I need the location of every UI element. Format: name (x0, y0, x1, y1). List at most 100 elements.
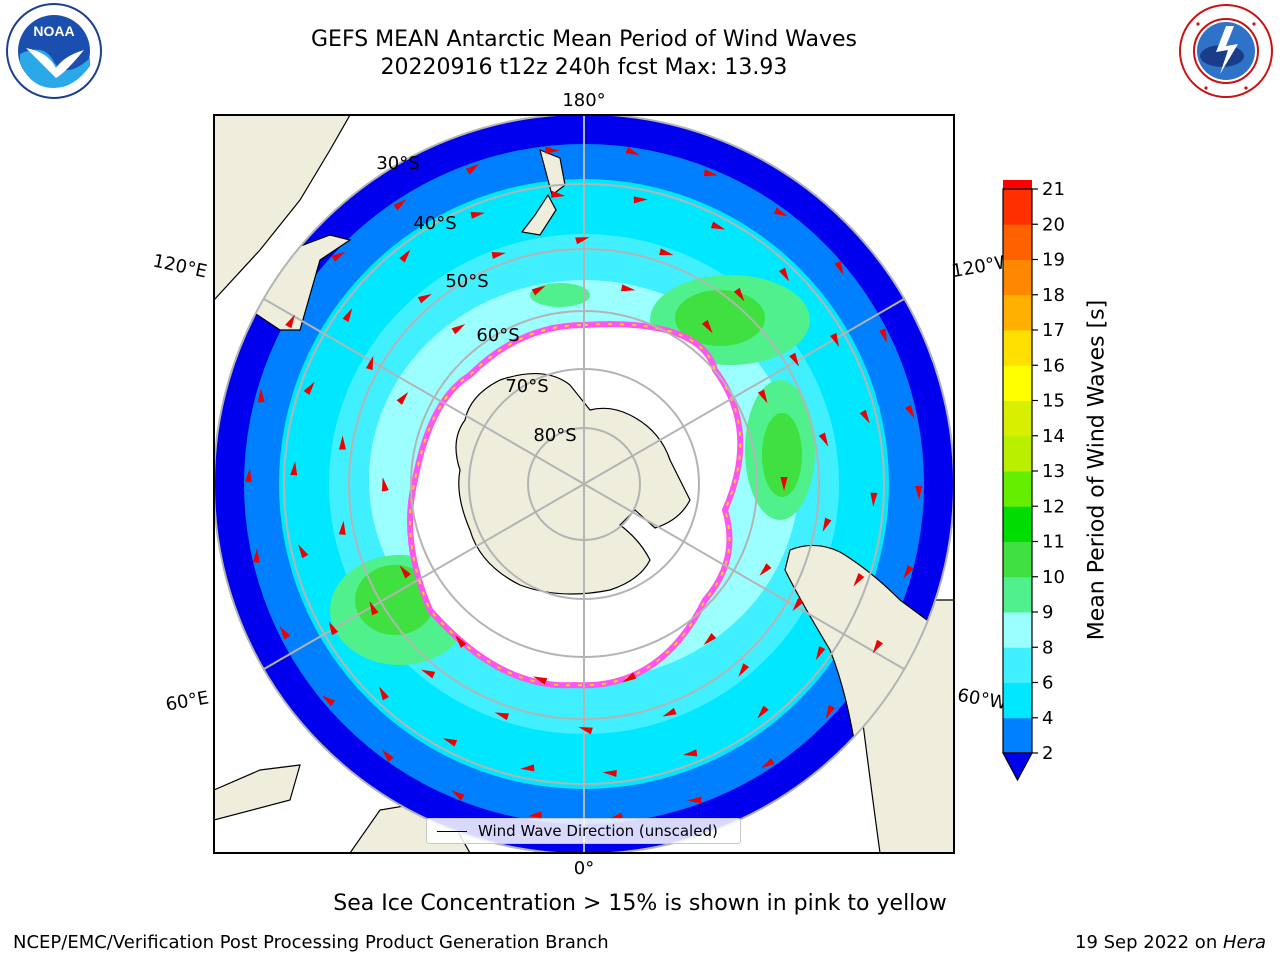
wind-wave-arrow-icon (879, 328, 887, 343)
colorbar-band (1003, 330, 1032, 366)
wind-wave-arrow-icon (733, 287, 745, 302)
noaa-logo-text: NOAA (33, 23, 74, 39)
wind-wave-arrow-icon (608, 812, 624, 820)
nws-logo-icon (1179, 4, 1273, 98)
footer-host: Hera (1222, 932, 1266, 953)
wind-wave-arrow-icon (815, 645, 826, 661)
wind-wave-arrow-icon (257, 388, 265, 403)
wind-wave-arrow-icon (399, 565, 411, 579)
wind-wave-arrow-icon (575, 237, 590, 245)
wind-wave-arrow-icon (290, 461, 298, 476)
wind-wave-arrow-icon (399, 249, 411, 263)
lat-label-80s: 80°S (533, 425, 576, 446)
colorbar-band (1003, 717, 1032, 754)
wind-wave-arrow-icon (303, 381, 315, 396)
wind-wave-arrow-icon (703, 633, 717, 646)
colorbar-band (1003, 576, 1032, 613)
wind-wave-arrow-icon (710, 221, 726, 230)
legend-line-icon (437, 831, 467, 832)
wind-wave-arrow-icon (662, 707, 677, 717)
land-antarctica (455, 372, 691, 595)
wind-wave-arrow-icon (687, 796, 702, 804)
colorbar-tick-label: 8 (1042, 637, 1053, 658)
colorbar-tick-label: 11 (1042, 532, 1065, 553)
wind-wave-arrow-icon (321, 695, 336, 707)
wind-wave-arrow-icon (465, 163, 480, 175)
wind-wave-arrow-icon (822, 517, 832, 532)
wind-wave-arrow-icon (701, 319, 713, 334)
colorbar-band (1003, 647, 1032, 683)
colorbar-band (1003, 365, 1032, 401)
colorbar-extend-arrow (1001, 752, 1034, 782)
wind-wave-arrow-icon (551, 190, 566, 198)
wind-wave-arrow-icon (545, 146, 560, 154)
wind-wave-arrow-icon (244, 468, 252, 483)
wind-wave-arrow-icon (252, 548, 260, 563)
noaa-logo-icon: NOAA (6, 3, 102, 99)
wind-wave-arrow-icon (491, 252, 507, 259)
wind-wave-arrow-icon (872, 639, 884, 654)
colorbar-band (1003, 259, 1032, 296)
wind-wave-arrow-icon (455, 634, 467, 649)
wind-wave-arrow-icon (703, 169, 718, 177)
lat-label-40s: 40°S (413, 213, 456, 234)
colorbar-label: Mean Period of Wind Waves [s] (1084, 299, 1110, 641)
wind-wave-arrow-icon (381, 477, 389, 492)
land-madagascar (214, 764, 301, 821)
legend-label: Wind Wave Direction (unscaled) (478, 822, 718, 840)
colorbar-tick-label: 12 (1042, 496, 1065, 517)
lon-label-180: 180° (562, 90, 605, 111)
wind-wave-arrow-icon (450, 790, 465, 801)
colorbar-tick-label: 20 (1042, 214, 1065, 235)
wind-wave-arrow-icon (757, 389, 768, 404)
wind-wave-arrow-icon (339, 435, 347, 450)
colorbar-tick-label: 17 (1042, 320, 1065, 341)
colorbar: 21 20 19 18 17 16 15 14 13 12 11 10 9 8 6 4 2 (1001, 180, 1065, 782)
footer-date-text: 19 Sep 2022 on (1075, 932, 1223, 953)
colorbar-band (1003, 224, 1032, 260)
wind-wave-arrow-icon (328, 621, 339, 636)
map-title: GEFS MEAN Antarctic Mean Period of Wind … (311, 27, 857, 52)
footer-date: 19 Sep 2022 on Hera (1075, 932, 1266, 953)
map-legend: Wind Wave Direction (unscaled) (426, 818, 741, 844)
wind-wave-arrow-icon (779, 267, 790, 282)
colorbar-band (1003, 541, 1032, 578)
wind-wave-arrow-icon (531, 285, 546, 296)
wind-wave-arrow-icon (369, 601, 379, 616)
wind-wave-arrow-icon (620, 284, 636, 292)
wind-wave-arrow-icon (393, 199, 407, 211)
wind-wave-arrow-icon (342, 308, 353, 322)
wind-wave-arrow-icon (683, 749, 698, 757)
wind-wave-arrow-icon (279, 625, 291, 640)
colorbar-tick-label: 10 (1042, 567, 1065, 588)
wind-wave-arrow-icon (442, 738, 458, 747)
wind-wave-arrow-icon (773, 207, 788, 217)
wind-wave-arrow-icon (622, 672, 637, 683)
wind-wave-arrow-icon (853, 572, 865, 587)
wind-wave-arrow-icon (298, 544, 309, 559)
wind-wave-arrow-icon (818, 432, 829, 447)
lon-label-60e: 60°E (164, 687, 210, 715)
wind-wave-arrow-icon (365, 355, 374, 371)
wind-wave-arrow-icon (904, 404, 915, 419)
wind-wave-arrow-icon (825, 704, 835, 720)
wind-wave-arrow-icon (759, 563, 772, 576)
wind-wave-arrow-icon (338, 520, 346, 535)
wind-wave-arrow-icon (633, 196, 648, 204)
wind-wave-arrow-icon (659, 248, 674, 256)
colorbar-tick-label: 19 (1042, 250, 1065, 271)
colorbar-band (1003, 189, 1032, 225)
lat-label-30s: 30°S (376, 153, 419, 174)
colorbar-band (1003, 506, 1032, 542)
wind-wave-arrow-icon (834, 260, 844, 275)
colorbar-band (1003, 435, 1032, 472)
land-australia (214, 115, 351, 301)
colorbar-tick-label: 21 (1042, 180, 1065, 200)
wind-wave-arrow-icon (578, 726, 593, 735)
colorbar-band (1003, 471, 1032, 507)
lon-label-120e: 120°E (151, 251, 209, 283)
wind-wave-arrow-icon (780, 477, 788, 491)
colorbar-tick-label: 13 (1042, 461, 1065, 482)
colorbar-tick-label: 6 (1042, 673, 1053, 694)
